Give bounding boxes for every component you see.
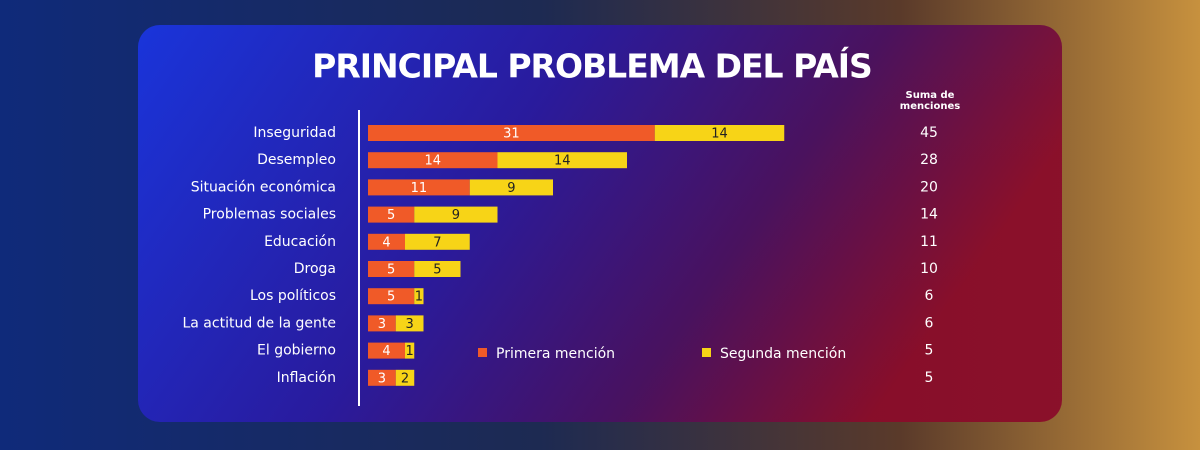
legend-label: Segunda mención — [720, 346, 846, 362]
value-label: 3 — [378, 317, 386, 332]
total-label: 5 — [925, 343, 934, 359]
total-label: 28 — [920, 152, 938, 168]
category-label: Educación — [264, 234, 336, 250]
total-label: 6 — [925, 315, 934, 331]
category-label: Inflación — [277, 370, 336, 386]
value-label: 5 — [433, 263, 441, 278]
value-label: 14 — [711, 127, 728, 142]
bar-segment — [405, 342, 415, 359]
total-label: 11 — [920, 234, 938, 250]
category-label: El gobierno — [257, 343, 336, 359]
legend-swatch — [478, 348, 487, 357]
category-label: Problemas sociales — [203, 207, 336, 223]
bar-segment — [405, 233, 470, 250]
bar-segment — [368, 179, 470, 196]
bar-segment — [368, 315, 396, 332]
category-label: Droga — [294, 261, 336, 277]
bar-segment — [368, 369, 396, 386]
bar-segment — [368, 261, 415, 277]
bar-segment — [414, 261, 461, 277]
value-label: 11 — [411, 181, 428, 196]
total-label: 5 — [925, 370, 934, 386]
bar-segment — [368, 125, 655, 141]
bar-segment — [654, 125, 785, 141]
value-label: 14 — [424, 154, 441, 169]
category-label: Desempleo — [257, 152, 336, 168]
bar-segment — [395, 315, 424, 332]
category-label: La actitud de la gente — [182, 315, 336, 331]
value-label: 9 — [507, 181, 515, 196]
bar-segment — [414, 206, 498, 223]
value-label: 5 — [387, 263, 395, 278]
legend-label: Primera mención — [496, 346, 615, 362]
total-label: 45 — [920, 125, 938, 141]
value-label: 3 — [378, 371, 386, 386]
bar-segment — [368, 342, 405, 359]
value-label: 3 — [405, 317, 413, 332]
value-label: 2 — [401, 371, 409, 386]
value-label: 5 — [387, 208, 395, 223]
total-label: 10 — [920, 261, 938, 277]
value-label: 14 — [554, 154, 571, 169]
value-label: 4 — [382, 344, 390, 359]
value-label: 4 — [382, 235, 390, 250]
category-label: Inseguridad — [253, 125, 336, 141]
legend-swatch — [702, 348, 711, 357]
value-label: 5 — [387, 290, 395, 305]
bar-segment — [368, 233, 405, 250]
value-label: 7 — [433, 235, 441, 250]
category-label: Situación económica — [191, 179, 336, 195]
bar-segment — [368, 152, 498, 169]
bar-segment — [395, 369, 415, 386]
bar-segment — [469, 179, 553, 196]
bar-segment — [368, 288, 415, 305]
totals-header: Suma de menciones — [899, 90, 961, 112]
value-label: 1 — [415, 290, 423, 305]
value-label: 9 — [452, 208, 460, 223]
chart-title: PRINCIPAL PROBLEMA DEL PAÍS — [312, 46, 872, 86]
bar-segment — [497, 152, 627, 169]
bar-segment — [368, 206, 415, 223]
value-label: 1 — [405, 344, 413, 359]
value-label: 31 — [503, 127, 520, 142]
category-label: Los políticos — [250, 288, 336, 304]
total-label: 14 — [920, 207, 938, 223]
total-label: 6 — [925, 288, 934, 304]
bar-segment — [414, 288, 424, 305]
total-label: 20 — [920, 179, 938, 195]
